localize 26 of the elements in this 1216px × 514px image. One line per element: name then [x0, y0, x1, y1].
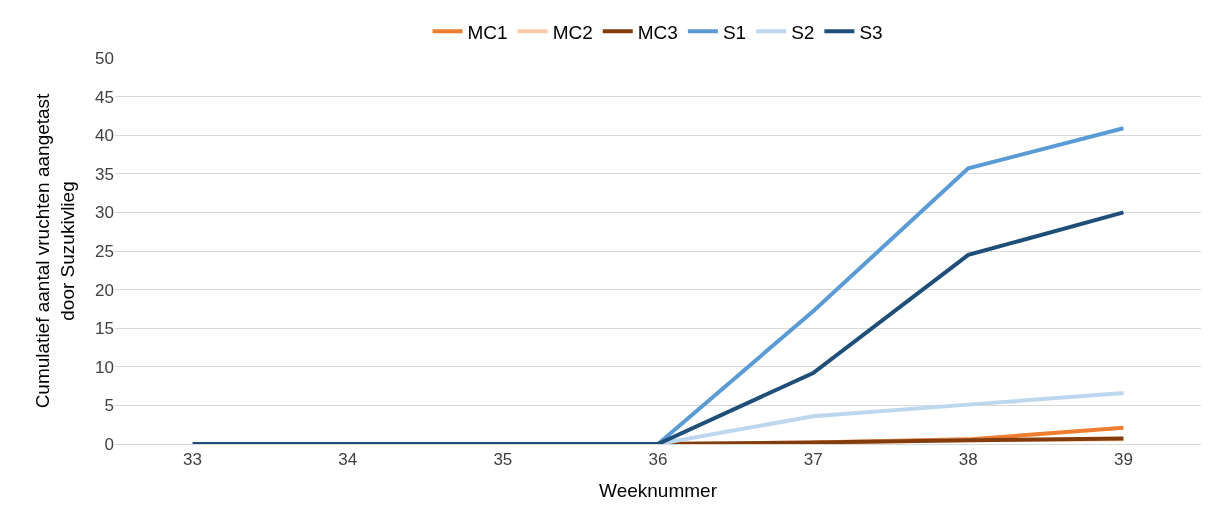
- y-tick-label: 5: [104, 396, 114, 416]
- x-tick-label: 37: [803, 450, 823, 470]
- y-axis-title: Cumulatief aantal vruchten aangetast door Suzukivlieg: [32, 92, 78, 409]
- x-tick-label: 34: [338, 450, 358, 470]
- x-tick-label: 35: [493, 450, 513, 470]
- y-tick-label: 45: [95, 87, 114, 107]
- y-tick-label: 40: [95, 126, 114, 146]
- legend-label: S2: [791, 21, 815, 43]
- legend-label: MC3: [637, 21, 678, 43]
- legend-label: MC2: [552, 21, 593, 43]
- y-tick-label: 15: [95, 319, 114, 339]
- y-tick-label: 50: [95, 48, 114, 68]
- x-axis-title: Weeknummer: [599, 480, 718, 502]
- y-tick-label: 35: [95, 164, 114, 184]
- y-tick-label: 30: [95, 203, 114, 223]
- x-tick-label: 36: [648, 450, 668, 470]
- y-tick-label: 25: [95, 241, 114, 261]
- y-tick-label: 20: [95, 280, 114, 300]
- y-tick-label: 10: [95, 357, 114, 377]
- x-tick-label: 39: [1113, 450, 1133, 470]
- legend-label: S1: [722, 21, 747, 43]
- y-tick-label: 0: [104, 434, 114, 454]
- legend-label: S3: [859, 21, 883, 43]
- legend-label: MC1: [467, 21, 508, 43]
- x-tick-label: 33: [183, 450, 203, 470]
- x-tick-label: 38: [958, 450, 978, 470]
